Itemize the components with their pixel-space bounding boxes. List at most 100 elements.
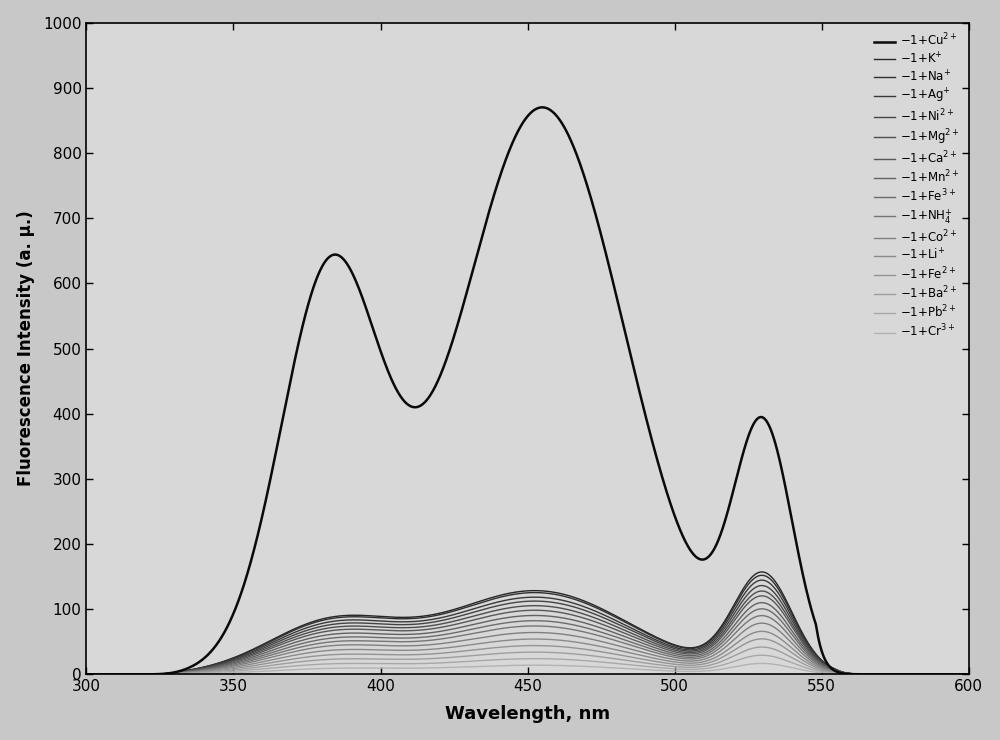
−1+NH$_{4}^{+}$	[181, 667, 193, 676]
−1+Ba$^{2+}$	[946, 670, 958, 679]
Line: −1+Na$^{+}$: −1+Na$^{+}$	[86, 575, 969, 674]
−1+K$^{+}$	[946, 670, 958, 679]
−1+Cu$^{2+}$	[946, 670, 958, 679]
Line: −1+K$^{+}$: −1+K$^{+}$	[86, 572, 969, 674]
−1+Co$^{2+}$	[181, 668, 193, 677]
−1+Na$^{+}$	[963, 670, 975, 679]
−1+Mg$^{2+}$	[80, 670, 92, 679]
−1+Mg$^{2+}$	[946, 670, 958, 679]
−1+Li$^{+}$	[233, 662, 245, 671]
−1+Ba$^{2+}$	[457, 652, 469, 661]
−1+Mg$^{2+}$	[851, 670, 863, 679]
Line: −1+Mn$^{2+}$: −1+Mn$^{2+}$	[86, 602, 969, 674]
−1+Li$^{+}$	[946, 670, 958, 679]
−1+Ca$^{2+}$	[181, 667, 193, 676]
X-axis label: Wavelength, nm: Wavelength, nm	[445, 705, 610, 723]
−1+Mg$^{2+}$	[963, 670, 975, 679]
−1+Co$^{2+}$	[963, 670, 975, 679]
−1+Co$^{2+}$	[946, 670, 958, 679]
−1+Ca$^{2+}$	[80, 670, 92, 679]
−1+Pb$^{2+}$	[756, 650, 768, 659]
−1+Fe$^{3+}$	[181, 667, 193, 676]
−1+Pb$^{2+}$	[963, 670, 975, 679]
−1+Ag$^{+}$	[181, 667, 193, 676]
−1+Ag$^{+}$	[457, 608, 469, 616]
−1+Cr$^{3+}$	[851, 670, 863, 679]
−1+NH$_{4}^{+}$	[963, 670, 975, 679]
−1+K$^{+}$	[756, 568, 768, 576]
−1+Ca$^{2+}$	[756, 591, 768, 600]
Line: −1+Ca$^{2+}$: −1+Ca$^{2+}$	[86, 596, 969, 674]
−1+Ag$^{+}$	[851, 670, 863, 679]
−1+Li$^{+}$	[963, 670, 975, 679]
−1+Fe$^{3+}$	[419, 633, 431, 642]
−1+Cu$^{2+}$	[233, 593, 245, 602]
−1+Li$^{+}$	[457, 642, 469, 650]
−1+Co$^{2+}$	[419, 641, 431, 650]
−1+Ag$^{+}$	[80, 670, 92, 679]
−1+Mn$^{2+}$	[419, 629, 431, 638]
−1+Ni$^{2+}$	[457, 610, 469, 619]
−1+Ba$^{2+}$	[756, 642, 768, 651]
Y-axis label: Fluorescence Intensity (a. μ.): Fluorescence Intensity (a. μ.)	[17, 211, 35, 486]
−1+Co$^{2+}$	[851, 670, 863, 679]
−1+Co$^{2+}$	[80, 670, 92, 679]
Line: −1+Ag$^{+}$: −1+Ag$^{+}$	[86, 580, 969, 674]
−1+K$^{+}$	[80, 670, 92, 679]
−1+Cr$^{3+}$	[756, 659, 768, 668]
Line: −1+Cr$^{3+}$: −1+Cr$^{3+}$	[86, 664, 969, 674]
−1+Fe$^{3+}$	[457, 627, 469, 636]
−1+Na$^{+}$	[80, 670, 92, 679]
−1+Na$^{+}$	[233, 651, 245, 660]
−1+Cr$^{3+}$	[963, 670, 975, 679]
−1+Ca$^{2+}$	[419, 625, 431, 634]
−1+Fe$^{3+}$	[946, 670, 958, 679]
−1+Ba$^{2+}$	[233, 665, 245, 674]
−1+Na$^{+}$	[419, 613, 431, 622]
−1+Mn$^{2+}$	[851, 670, 863, 679]
−1+Ca$^{2+}$	[233, 656, 245, 665]
−1+Cr$^{3+}$	[233, 668, 245, 677]
−1+Cu$^{2+}$	[851, 670, 863, 679]
−1+Ag$^{+}$	[963, 670, 975, 679]
−1+Mg$^{2+}$	[181, 667, 193, 676]
−1+Cu$^{2+}$	[963, 670, 975, 679]
−1+Pb$^{2+}$	[419, 659, 431, 668]
Line: −1+Ba$^{2+}$: −1+Ba$^{2+}$	[86, 647, 969, 674]
−1+Ag$^{+}$	[419, 616, 431, 625]
−1+Mg$^{2+}$	[756, 587, 768, 596]
−1+Fe$^{3+}$	[756, 605, 768, 613]
−1+Fe$^{3+}$	[963, 670, 975, 679]
−1+Ca$^{2+}$	[963, 670, 975, 679]
−1+Ni$^{2+}$	[756, 581, 768, 590]
−1+Mn$^{2+}$	[233, 656, 245, 665]
−1+Cr$^{3+}$	[457, 662, 469, 671]
−1+Na$^{+}$	[756, 571, 768, 579]
−1+Na$^{+}$	[457, 604, 469, 613]
Line: −1+NH$_{4}^{+}$: −1+NH$_{4}^{+}$	[86, 616, 969, 674]
−1+Ag$^{+}$	[946, 670, 958, 679]
Line: −1+Cu$^{2+}$: −1+Cu$^{2+}$	[86, 107, 969, 674]
−1+Cr$^{3+}$	[946, 670, 958, 679]
−1+Fe$^{2+}$	[181, 669, 193, 678]
−1+Mn$^{2+}$	[756, 598, 768, 607]
−1+Fe$^{2+}$	[756, 634, 768, 643]
−1+Ni$^{2+}$	[80, 670, 92, 679]
−1+Fe$^{2+}$	[851, 670, 863, 679]
−1+Ag$^{+}$	[233, 653, 245, 662]
−1+Fe$^{2+}$	[80, 670, 92, 679]
−1+Mg$^{2+}$	[457, 614, 469, 623]
−1+Li$^{+}$	[80, 670, 92, 679]
−1+Pb$^{2+}$	[946, 670, 958, 679]
−1+Fe$^{2+}$	[419, 650, 431, 659]
−1+NH$_{4}^{+}$	[233, 659, 245, 668]
−1+Ca$^{2+}$	[946, 670, 958, 679]
−1+Li$^{+}$	[851, 670, 863, 679]
−1+K$^{+}$	[851, 670, 863, 679]
−1+Na$^{+}$	[181, 666, 193, 675]
Line: −1+Mg$^{2+}$: −1+Mg$^{2+}$	[86, 591, 969, 674]
−1+Ni$^{2+}$	[233, 653, 245, 662]
Line: −1+Fe$^{2+}$: −1+Fe$^{2+}$	[86, 639, 969, 674]
−1+Fe$^{3+}$	[80, 670, 92, 679]
−1+Cu$^{2+}$	[457, 301, 469, 310]
